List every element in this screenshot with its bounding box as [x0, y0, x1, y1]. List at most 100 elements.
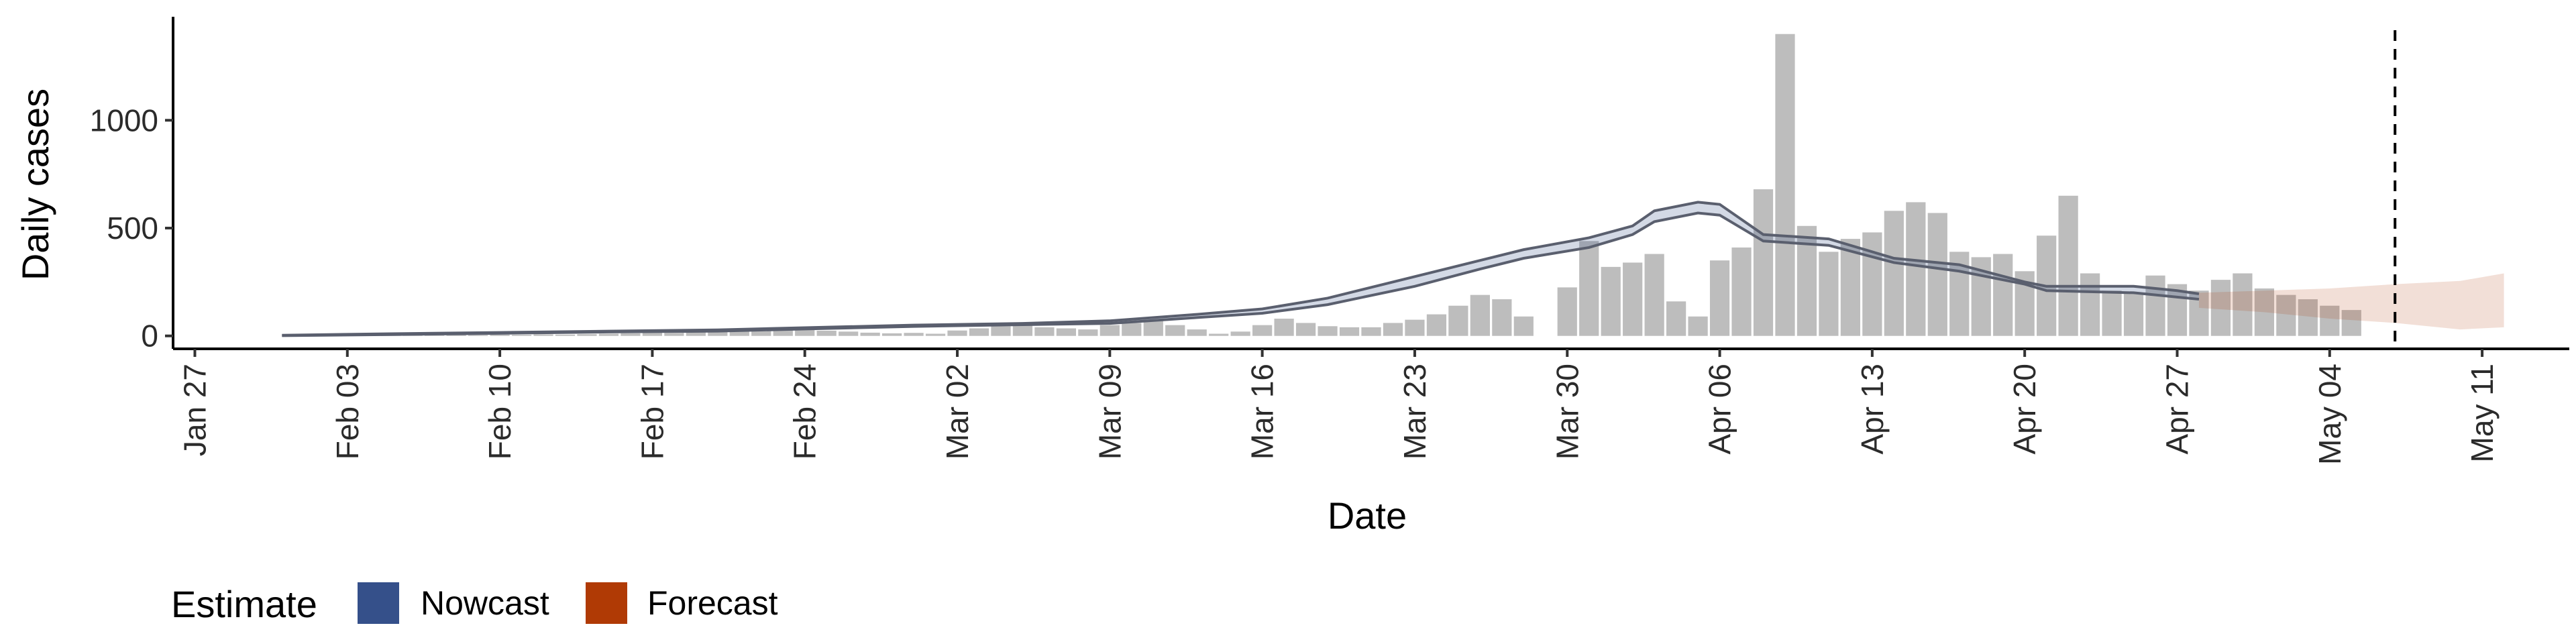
nowcast-band	[282, 201, 2200, 337]
x-tick-label: Apr 27	[2159, 364, 2194, 455]
case-bar	[1993, 254, 2013, 336]
legend-label-forecast: Forecast	[647, 584, 778, 622]
y-tick-label: 0	[141, 319, 158, 354]
case-bar	[2276, 294, 2296, 336]
case-bar	[1361, 327, 1381, 336]
legend: Estimate Nowcast Forecast	[171, 582, 778, 625]
case-bar	[1644, 254, 1664, 336]
x-tick-label: Feb 10	[482, 364, 517, 460]
case-bar	[1426, 314, 1447, 336]
y-axis-ticks: 0 500 1000	[90, 103, 173, 354]
case-bar	[2210, 280, 2231, 336]
x-tick-label: Feb 17	[635, 364, 669, 460]
case-bar	[708, 331, 728, 336]
x-tick-label: Jan 27	[177, 364, 212, 456]
case-bar	[1012, 325, 1033, 336]
case-bar	[1339, 327, 1360, 336]
case-bar	[969, 328, 989, 336]
case-bar	[2233, 273, 2253, 336]
case-bar	[729, 330, 749, 336]
x-tick-label: Apr 20	[2007, 364, 2042, 455]
case-bar	[1557, 287, 1577, 336]
case-bar	[1122, 323, 1142, 336]
case-bar	[881, 333, 902, 336]
forecast-band	[2198, 273, 2504, 330]
case-bar	[1906, 202, 1926, 336]
x-tick-label: Mar 02	[940, 364, 975, 460]
forecast-area	[2198, 273, 2504, 330]
case-bar	[1775, 34, 1795, 336]
case-bar	[664, 333, 684, 336]
case-bar	[621, 333, 641, 336]
x-tick-label: Feb 03	[330, 364, 365, 460]
case-bar	[598, 333, 619, 336]
case-bar	[1056, 328, 1076, 336]
case-bar	[1274, 319, 1294, 336]
x-tick-label: Apr 13	[1855, 364, 1890, 455]
x-tick-label: May 04	[2312, 364, 2347, 465]
case-bar	[1927, 213, 1947, 336]
case-bar	[1383, 323, 1403, 336]
case-bar	[751, 331, 771, 336]
case-bar	[1034, 327, 1055, 336]
case-bar	[1753, 189, 1774, 336]
case-bar	[1187, 329, 1207, 336]
x-tick-label: Mar 16	[1245, 364, 1280, 460]
case-bar	[2254, 288, 2274, 336]
case-bar	[839, 331, 859, 336]
case-bar	[1688, 316, 1708, 336]
case-bar	[577, 334, 597, 336]
case-bar	[446, 335, 466, 336]
case-bar	[1448, 305, 1468, 336]
x-tick-label: Mar 09	[1092, 364, 1127, 460]
case-bar	[1579, 241, 1599, 336]
legend-swatch-nowcast	[358, 582, 399, 624]
case-bar	[1840, 239, 1861, 336]
x-tick-label: Apr 06	[1703, 364, 1737, 455]
case-bar	[425, 335, 445, 336]
x-axis-title: Date	[1328, 494, 1407, 537]
case-bar	[904, 333, 924, 336]
case-bar	[1709, 260, 1730, 336]
case-bar	[816, 331, 837, 336]
case-bar	[1470, 294, 1490, 336]
case-bar	[2123, 292, 2144, 336]
case-bar	[686, 331, 706, 336]
case-bar	[1862, 232, 1882, 336]
y-tick-label: 500	[107, 211, 158, 246]
nowcast-lower-line	[282, 211, 2200, 337]
case-bar	[2298, 299, 2318, 336]
case-bar	[2320, 305, 2340, 336]
case-bar	[947, 330, 967, 336]
case-bar	[1819, 252, 1839, 336]
case-bar	[642, 332, 663, 336]
x-tick-label: Feb 24	[788, 364, 822, 460]
case-bar	[1099, 325, 1120, 336]
case-bar	[1252, 325, 1273, 336]
case-bar	[533, 334, 553, 336]
case-bar	[1295, 323, 1316, 336]
case-bar	[1078, 329, 1098, 336]
legend-title: Estimate	[171, 583, 317, 625]
x-tick-label: Mar 30	[1550, 364, 1585, 460]
case-bar	[1513, 316, 1534, 336]
case-bar	[773, 329, 793, 336]
case-bar	[1492, 299, 1512, 336]
case-bar	[1318, 326, 1338, 336]
case-bar	[2080, 273, 2100, 336]
case-bar	[991, 326, 1011, 336]
case-bar	[1143, 321, 1163, 336]
x-tick-label: Mar 23	[1397, 364, 1432, 460]
case-bar	[1209, 333, 1229, 336]
case-bar	[511, 335, 532, 336]
legend-swatch-forecast	[586, 582, 627, 624]
legend-label-nowcast: Nowcast	[421, 584, 549, 622]
case-bar	[1884, 211, 1904, 336]
case-bar	[1165, 325, 1185, 336]
case-bar	[1601, 266, 1621, 336]
case-bar	[2341, 310, 2361, 336]
axes	[172, 17, 2569, 350]
x-tick-label: May 11	[2465, 364, 2500, 462]
case-bar	[1405, 319, 1425, 336]
